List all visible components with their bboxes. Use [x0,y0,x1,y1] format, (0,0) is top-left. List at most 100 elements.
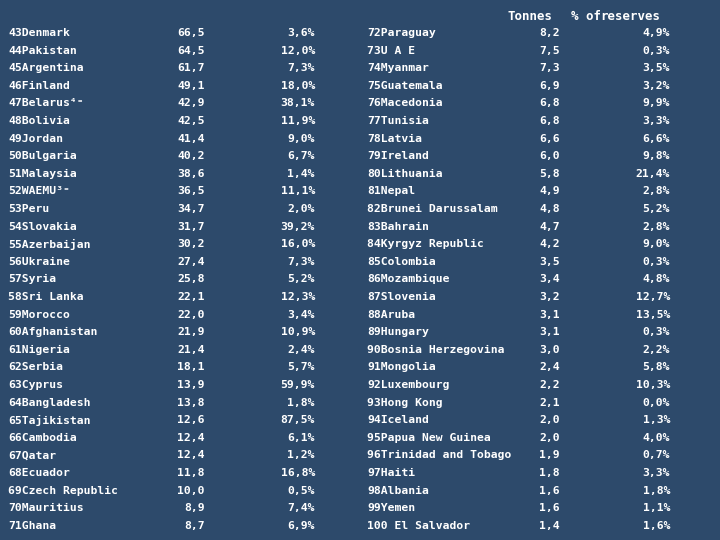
Text: 82Brunei Darussalam: 82Brunei Darussalam [367,204,498,214]
Text: Tonnes: Tonnes [508,10,553,23]
Text: 12,4: 12,4 [178,450,205,461]
Text: 21,4: 21,4 [178,345,205,355]
Text: 9,8%: 9,8% [642,151,670,161]
Text: 13,5%: 13,5% [636,309,670,320]
Text: 3,2%: 3,2% [642,81,670,91]
Text: 5,2%: 5,2% [287,274,315,285]
Text: 87,5%: 87,5% [281,415,315,425]
Text: 68Ecuador: 68Ecuador [8,468,70,478]
Text: 5,2%: 5,2% [642,204,670,214]
Text: 56Ukraine: 56Ukraine [8,257,70,267]
Text: 10,3%: 10,3% [636,380,670,390]
Text: 7,3%: 7,3% [287,257,315,267]
Text: 6,8: 6,8 [539,98,560,109]
Text: 6,8: 6,8 [539,116,560,126]
Text: 44Pakistan: 44Pakistan [8,45,77,56]
Text: 98Albania: 98Albania [367,485,429,496]
Text: 2,0: 2,0 [539,433,560,443]
Text: 70Mauritius: 70Mauritius [8,503,84,513]
Text: 9,0%: 9,0% [642,239,670,249]
Text: 0,3%: 0,3% [642,45,670,56]
Text: 39,2%: 39,2% [281,221,315,232]
Text: 0,3%: 0,3% [642,327,670,337]
Text: 80Lithuania: 80Lithuania [367,169,443,179]
Text: 59,9%: 59,9% [281,380,315,390]
Text: 7,5: 7,5 [539,45,560,56]
Text: 78Latvia: 78Latvia [367,133,422,144]
Text: 12,3%: 12,3% [281,292,315,302]
Text: 11,8: 11,8 [178,468,205,478]
Text: 7,3%: 7,3% [287,63,315,73]
Text: 2,0%: 2,0% [287,204,315,214]
Text: 0,7%: 0,7% [642,450,670,461]
Text: 1,8: 1,8 [539,468,560,478]
Text: 81Nepal: 81Nepal [367,186,415,197]
Text: 2,2: 2,2 [539,380,560,390]
Text: 11,1%: 11,1% [281,186,315,197]
Text: 64Bangladesh: 64Bangladesh [8,397,91,408]
Text: 5,7%: 5,7% [287,362,315,373]
Text: 2,0: 2,0 [539,415,560,425]
Text: 16,0%: 16,0% [281,239,315,249]
Text: 13,8: 13,8 [178,397,205,408]
Text: 40,2: 40,2 [178,151,205,161]
Text: 1,6%: 1,6% [642,521,670,531]
Text: 27,4: 27,4 [178,257,205,267]
Text: 6,9%: 6,9% [287,521,315,531]
Text: 3,5: 3,5 [539,257,560,267]
Text: 9,0%: 9,0% [287,133,315,144]
Text: 18,0%: 18,0% [281,81,315,91]
Text: 5,8: 5,8 [539,169,560,179]
Text: 2,2%: 2,2% [642,345,670,355]
Text: 1,8%: 1,8% [287,397,315,408]
Text: 12,7%: 12,7% [636,292,670,302]
Text: 38,1%: 38,1% [281,98,315,109]
Text: 11,9%: 11,9% [281,116,315,126]
Text: 54Slovakia: 54Slovakia [8,221,77,232]
Text: 49,1: 49,1 [178,81,205,91]
Text: 12,4: 12,4 [178,433,205,443]
Text: 8,9: 8,9 [184,503,205,513]
Text: 2,8%: 2,8% [642,221,670,232]
Text: 4,9: 4,9 [539,186,560,197]
Text: 4,8%: 4,8% [642,274,670,285]
Text: 43Denmark: 43Denmark [8,28,70,38]
Text: 22,1: 22,1 [178,292,205,302]
Text: 4,9%: 4,9% [642,28,670,38]
Text: 3,2: 3,2 [539,292,560,302]
Text: 6,6%: 6,6% [642,133,670,144]
Text: 0,3%: 0,3% [642,257,670,267]
Text: 3,6%: 3,6% [287,28,315,38]
Text: 1,6: 1,6 [539,485,560,496]
Text: 34,7: 34,7 [178,204,205,214]
Text: 5,8%: 5,8% [642,362,670,373]
Text: 45Argentina: 45Argentina [8,63,84,73]
Text: 3,3%: 3,3% [642,468,670,478]
Text: 61,7: 61,7 [178,63,205,73]
Text: 74Myanmar: 74Myanmar [367,63,429,73]
Text: 1,8%: 1,8% [642,485,670,496]
Text: 4,0%: 4,0% [642,433,670,443]
Text: 9,9%: 9,9% [642,98,670,109]
Text: 100 El Salvador: 100 El Salvador [367,521,470,531]
Text: 4,8: 4,8 [539,204,560,214]
Text: 83Bahrain: 83Bahrain [367,221,429,232]
Text: 0,5%: 0,5% [287,485,315,496]
Text: 86Mozambique: 86Mozambique [367,274,449,285]
Text: 47Belarus⁴⁼: 47Belarus⁴⁼ [8,98,84,109]
Text: 6,7%: 6,7% [287,151,315,161]
Text: 3,5%: 3,5% [642,63,670,73]
Text: 2,4: 2,4 [539,362,560,373]
Text: 64,5: 64,5 [178,45,205,56]
Text: 13,9: 13,9 [178,380,205,390]
Text: 95Papua New Guinea: 95Papua New Guinea [367,433,491,443]
Text: 85Colombia: 85Colombia [367,257,436,267]
Text: 1,9: 1,9 [539,450,560,461]
Text: 76Macedonia: 76Macedonia [367,98,443,109]
Text: 18,1: 18,1 [178,362,205,373]
Text: 22,0: 22,0 [178,309,205,320]
Text: 96Trinidad and Tobago: 96Trinidad and Tobago [367,450,511,461]
Text: 55Azerbaijan: 55Azerbaijan [8,239,91,250]
Text: 4,7: 4,7 [539,221,560,232]
Text: 42,9: 42,9 [178,98,205,109]
